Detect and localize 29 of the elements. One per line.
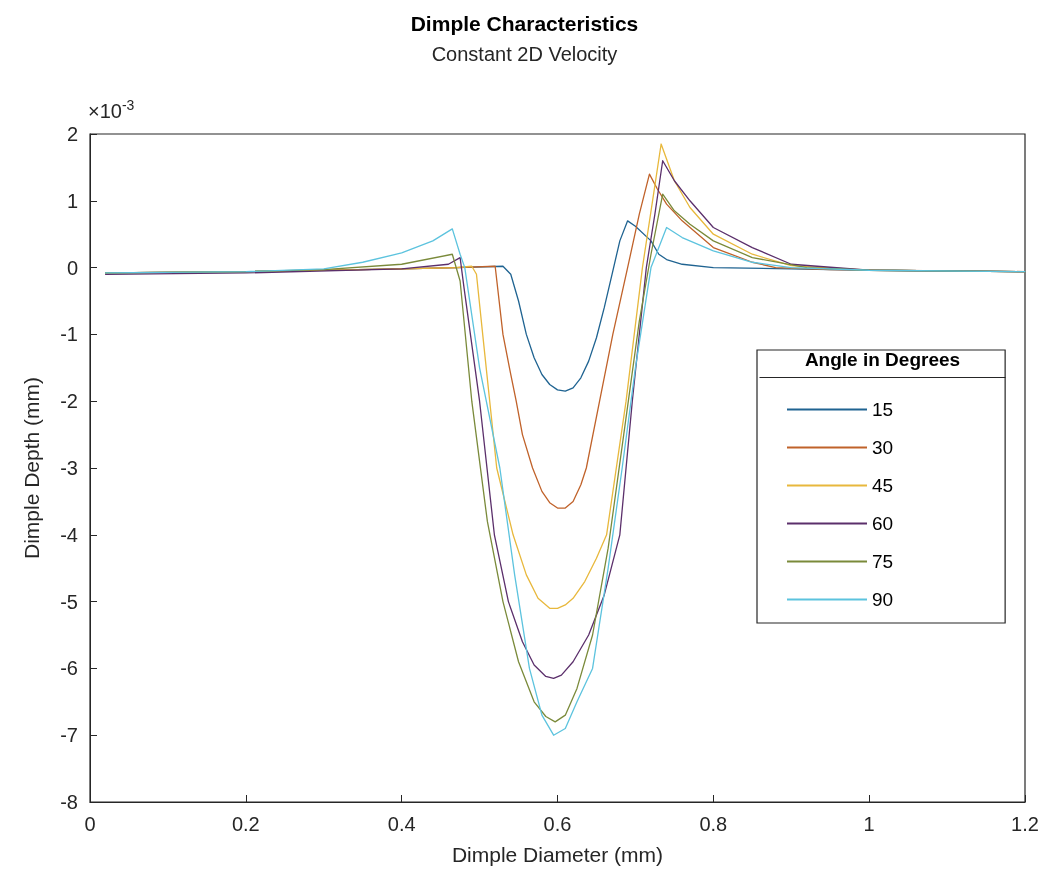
x-tick-label: 1 — [863, 813, 875, 835]
x-tick-label: 1.2 — [1011, 813, 1039, 835]
y-tick-label: -4 — [60, 523, 78, 546]
y-axis-title: Dimple Depth (mm) — [20, 376, 43, 560]
legend-label: 90 — [872, 589, 894, 610]
y-tick-label: -6 — [60, 657, 78, 680]
y-tick-label: -3 — [60, 457, 78, 479]
y-tick-label: 0 — [66, 256, 78, 279]
x-tick-label: 0.4 — [387, 813, 416, 835]
y-tick-label: -5 — [60, 590, 78, 613]
legend-label: 75 — [872, 551, 894, 572]
x-tick-label: 0.8 — [699, 813, 728, 835]
y-tick-label: 1 — [66, 189, 78, 212]
x-tick-label: 0 — [84, 813, 96, 835]
legend-label: 45 — [872, 475, 894, 496]
x-axis-title: Dimple Diameter (mm) — [451, 843, 664, 866]
legend-label: 60 — [872, 513, 894, 534]
y-tick-label: -2 — [60, 390, 78, 413]
legend-label: 30 — [872, 437, 894, 458]
x-tick-label: 0.2 — [231, 813, 260, 835]
chart-subtitle: Constant 2D Velocity — [431, 43, 618, 65]
y-tick-label: -8 — [60, 791, 78, 813]
legend-title: Angle in Degrees — [804, 349, 961, 370]
chart-title: Dimple Characteristics — [410, 12, 639, 35]
x-tick-label: 0.6 — [543, 813, 572, 835]
y-tick-label: 2 — [66, 123, 78, 145]
y-tick-label: -7 — [60, 724, 78, 747]
legend-label: 15 — [872, 399, 894, 420]
y-tick-label: -1 — [60, 323, 78, 346]
